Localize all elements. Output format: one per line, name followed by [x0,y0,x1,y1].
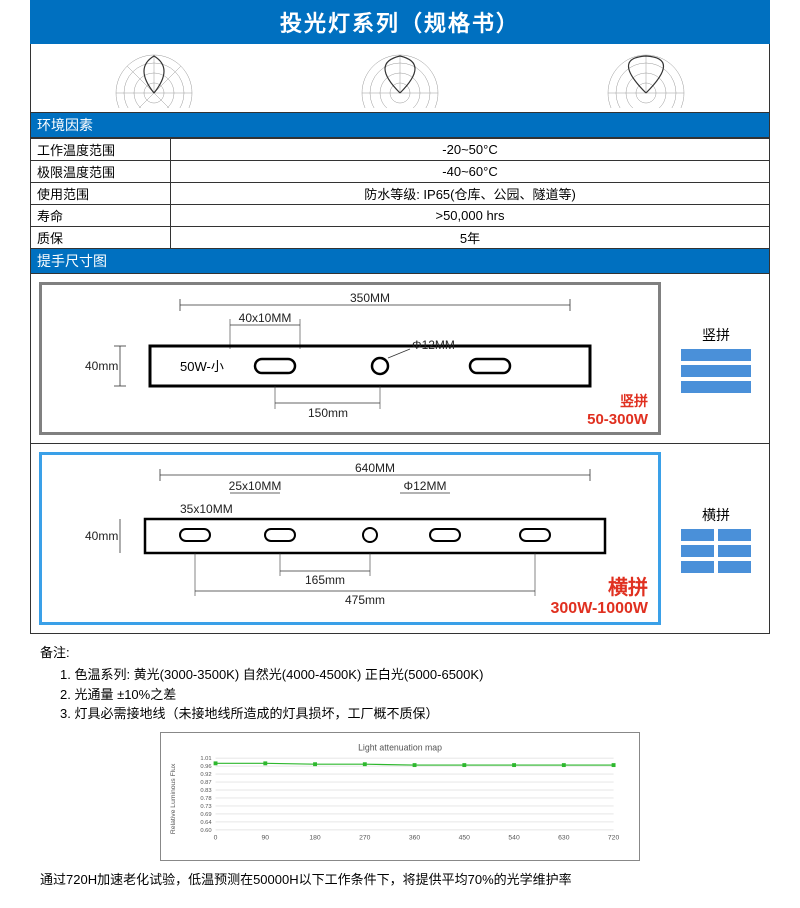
svg-text:0.73: 0.73 [200,803,211,809]
svg-text:0.69: 0.69 [200,811,211,817]
svg-text:475mm: 475mm [345,593,385,607]
blue-block [718,529,751,541]
page-title: 投光灯系列（规格书） [30,0,770,44]
svg-text:180: 180 [309,834,321,841]
footer-text: 通过720H加速老化试验，低温预测在50000H以下工作条件下，将提供平均70%… [40,869,760,888]
side-panel-1: 竖拼 [671,282,761,435]
blue-block [681,365,751,377]
bracket-2-row: 640MM 25x10MM Φ12MM 35x10MM 40mm [30,444,770,634]
spec-value: 防水等级: IP65(仓库、公园、隧道等) [171,183,770,205]
spec-value: 5年 [171,227,770,249]
svg-text:50W-小: 50W-小 [180,359,224,374]
bracket-1-svg: 350MM 40x10MM 40mm 50W-小 Φ12MM [48,291,652,421]
svg-text:35x10MM: 35x10MM [180,502,233,516]
note-item: 3. 灯具必需接地线（未接地线所造成的灯具损坏，工厂概不质保） [60,704,770,724]
svg-text:540: 540 [508,834,520,841]
section-dimensions: 提手尺寸图 [30,249,770,274]
polar-diagram-1 [94,48,214,108]
blue-block [718,545,751,557]
bracket-2-range: 300W-1000W [551,600,649,618]
bracket-2-tag: 横拼 [551,571,649,600]
side-1-label: 竖拼 [702,325,730,345]
section-environment: 环境因素 [30,113,770,138]
svg-text:630: 630 [558,834,570,841]
side-2-label: 横拼 [702,505,730,525]
svg-text:1.01: 1.01 [200,756,211,762]
svg-text:Light attenuation map: Light attenuation map [358,742,442,752]
spec-label: 使用范围 [31,183,171,205]
spec-value: >50,000 hrs [171,205,770,227]
svg-text:25x10MM: 25x10MM [229,479,282,493]
attenuation-chart: Light attenuation map Relative Luminous … [160,732,640,861]
svg-text:270: 270 [359,834,371,841]
svg-text:720: 720 [608,834,620,841]
spec-table: 工作温度范围-20~50°C极限温度范围-40~60°C使用范围防水等级: IP… [30,138,770,249]
bracket-2-box: 640MM 25x10MM Φ12MM 35x10MM 40mm [39,452,661,625]
svg-text:150mm: 150mm [308,406,348,420]
svg-text:0.92: 0.92 [200,771,211,777]
note-item: 2. 光通量 ±10%之差 [60,685,770,705]
svg-text:40x10MM: 40x10MM [239,311,292,325]
spec-label: 工作温度范围 [31,139,171,161]
spec-value: -40~60°C [171,161,770,183]
polar-diagram-2 [340,48,460,108]
svg-text:640MM: 640MM [355,461,395,475]
svg-text:90: 90 [262,834,270,841]
svg-text:40mm: 40mm [85,359,118,373]
svg-text:0.96: 0.96 [200,764,211,770]
svg-text:0.83: 0.83 [200,787,211,793]
blue-block [681,545,714,557]
notes-list: 1. 色温系列: 黄光(3000-3500K) 自然光(4000-4500K) … [60,665,770,724]
svg-text:0: 0 [214,834,218,841]
blue-block [718,561,751,573]
svg-text:Φ12MM: Φ12MM [404,479,447,493]
svg-text:Φ12MM: Φ12MM [412,338,455,352]
blue-block [681,381,751,393]
side-panel-2: 横拼 [671,452,761,625]
bracket-1-box: 350MM 40x10MM 40mm 50W-小 Φ12MM [39,282,661,435]
svg-text:450: 450 [459,834,471,841]
polar-diagrams-row [30,44,770,113]
svg-text:0.78: 0.78 [200,795,211,801]
blue-block [681,529,714,541]
notes-label: 备注: [40,642,770,661]
spec-label: 极限温度范围 [31,161,171,183]
spec-value: -20~50°C [171,139,770,161]
spec-label: 寿命 [31,205,171,227]
bracket-1-range: 50-300W [587,411,648,428]
svg-text:360: 360 [409,834,421,841]
svg-text:Relative Luminous Flux: Relative Luminous Flux [170,763,177,834]
svg-text:0.60: 0.60 [200,827,211,833]
svg-text:40mm: 40mm [85,529,118,543]
svg-text:165mm: 165mm [305,573,345,587]
blue-block [681,561,714,573]
bracket-1-tag: 竖拼 [587,391,648,411]
svg-text:0.64: 0.64 [200,819,212,825]
note-item: 1. 色温系列: 黄光(3000-3500K) 自然光(4000-4500K) … [60,665,770,685]
svg-text:350MM: 350MM [350,291,390,305]
blue-block [681,349,751,361]
svg-text:0.87: 0.87 [200,779,211,785]
polar-diagram-3 [586,48,706,108]
spec-label: 质保 [31,227,171,249]
bracket-1-row: 350MM 40x10MM 40mm 50W-小 Φ12MM [30,274,770,444]
